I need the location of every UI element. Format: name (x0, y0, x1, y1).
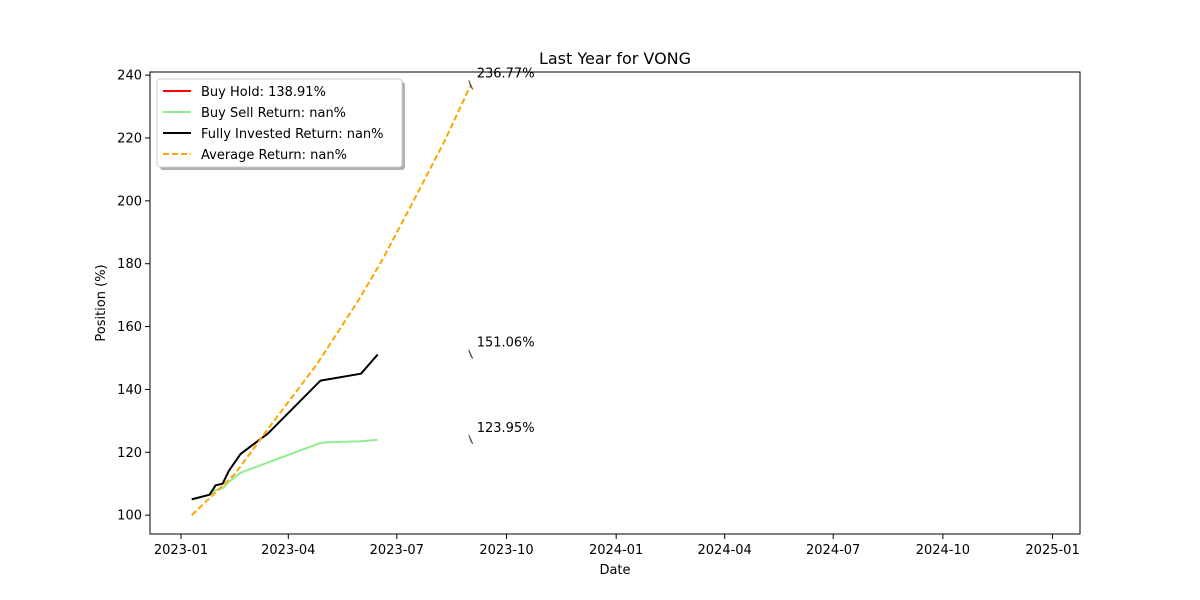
legend-label: Fully Invested Return: nan% (201, 127, 384, 142)
y-tick-label: 180 (117, 257, 142, 272)
plot-content: 236.77% 151.06% 123.95% (191, 66, 535, 516)
annotation-label: 123.95% (477, 421, 535, 436)
x-axis-label: Date (599, 563, 630, 578)
series-line-2 (191, 438, 378, 501)
legend-label: Buy Hold: 138.91% (201, 85, 326, 100)
x-tick-label: 2024-07 (806, 543, 860, 558)
y-tick-label: 240 (117, 69, 142, 84)
series-line-4 (191, 84, 472, 516)
y-tick-label: 100 (117, 509, 142, 524)
axes-frame (149, 71, 1081, 535)
y-tick-label: 140 (117, 383, 142, 398)
chart-title: Last Year for VONG (539, 49, 691, 68)
legend-label: Average Return: nan% (201, 148, 347, 163)
series-line-3 (191, 353, 379, 501)
y-tick-label: 220 (117, 132, 142, 147)
y-axis-label: Position (%) (94, 264, 109, 341)
annotation-label: 236.77% (477, 66, 535, 81)
y-tick-label: 120 (117, 446, 142, 461)
x-tick-label: 2023-10 (479, 543, 533, 558)
x-tick-label: 2023-07 (370, 543, 424, 558)
x-tick-label: 2024-10 (916, 543, 970, 558)
legend: Buy Hold: 138.91% Buy Sell Return: nan% Fu… (156, 78, 405, 170)
legend-box (156, 78, 403, 168)
legend-label: Buy Sell Return: nan% (201, 106, 346, 121)
annotation-marker (468, 80, 474, 90)
y-tick-label: 160 (117, 320, 142, 335)
annotation-marker (468, 434, 474, 445)
annotation-marker (468, 349, 474, 359)
x-tick-label: 2023-04 (261, 543, 315, 558)
annotation-label: 151.06% (477, 336, 535, 351)
y-tick-label: 200 (117, 194, 142, 209)
x-tick-label: 2025-01 (1025, 543, 1079, 558)
x-tick-label: 2024-04 (698, 543, 752, 558)
x-tick-label: 2024-01 (589, 543, 643, 558)
x-tick-label: 2023-01 (154, 543, 208, 558)
axes: 2023-01 2023-04 2023-07 2023-10 2024-01 2024-… (117, 69, 1081, 558)
